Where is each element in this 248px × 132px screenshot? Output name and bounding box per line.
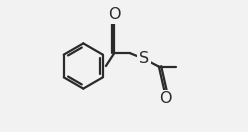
Text: S: S [139,51,149,66]
Text: O: O [159,91,172,106]
Text: O: O [108,7,121,22]
